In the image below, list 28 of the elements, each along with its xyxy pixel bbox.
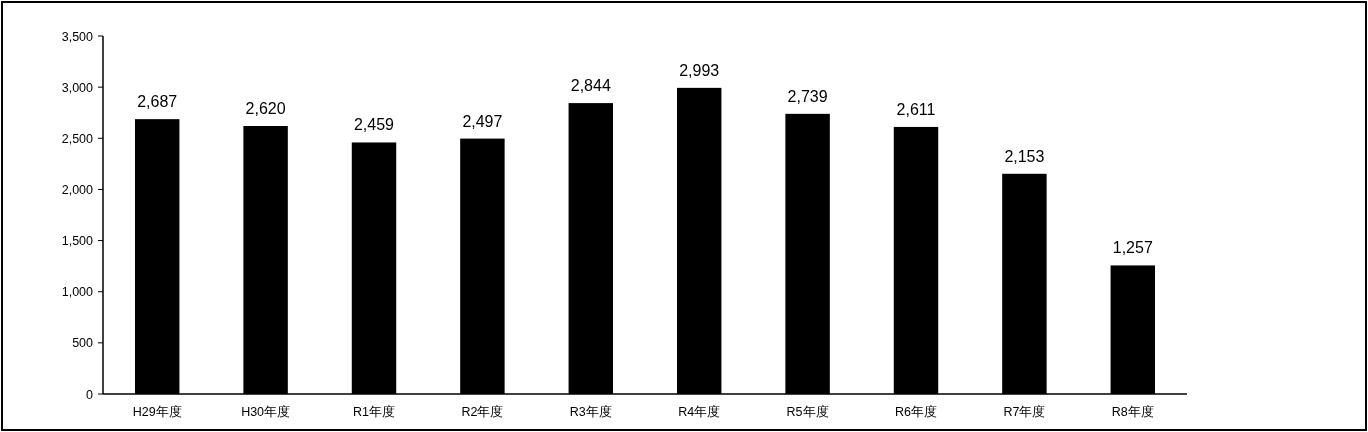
data-label: 2,611 <box>896 100 936 118</box>
data-label: 2,459 <box>353 116 395 134</box>
y-tick-label: 1,500 <box>61 234 94 249</box>
data-label: 2,153 <box>1004 147 1045 165</box>
y-tick-label: 0 <box>86 387 94 402</box>
data-label: 2,739 <box>787 87 828 105</box>
data-label: 2,844 <box>570 77 611 95</box>
y-tick-label: 3,500 <box>61 29 94 44</box>
x-tick-label: H29年度 <box>132 404 182 419</box>
y-tick-label: 2,000 <box>61 182 94 197</box>
x-tick-label: R4年度 <box>678 404 721 419</box>
data-label: 2,620 <box>245 100 286 118</box>
y-tick-label: 2,500 <box>61 131 94 146</box>
x-tick-label: R8年度 <box>1111 404 1154 419</box>
x-tick-label: R1年度 <box>353 404 395 419</box>
y-tick-label: 3,000 <box>61 80 94 95</box>
data-label: 2,497 <box>462 112 503 130</box>
x-tick-label: R2年度 <box>461 404 504 419</box>
x-tick-label: H30年度 <box>241 404 291 419</box>
x-tick-label: R6年度 <box>895 404 937 419</box>
y-tick-label: 1,000 <box>61 285 94 300</box>
x-tick-label: R5年度 <box>786 404 829 419</box>
x-tick-label: R3年度 <box>569 404 612 419</box>
data-label: 2,687 <box>137 93 178 111</box>
data-label: 2,993 <box>679 61 720 79</box>
y-tick-label: 500 <box>72 336 94 351</box>
data-label: 1,257 <box>1112 239 1153 257</box>
x-tick-label: R7年度 <box>1003 404 1046 419</box>
